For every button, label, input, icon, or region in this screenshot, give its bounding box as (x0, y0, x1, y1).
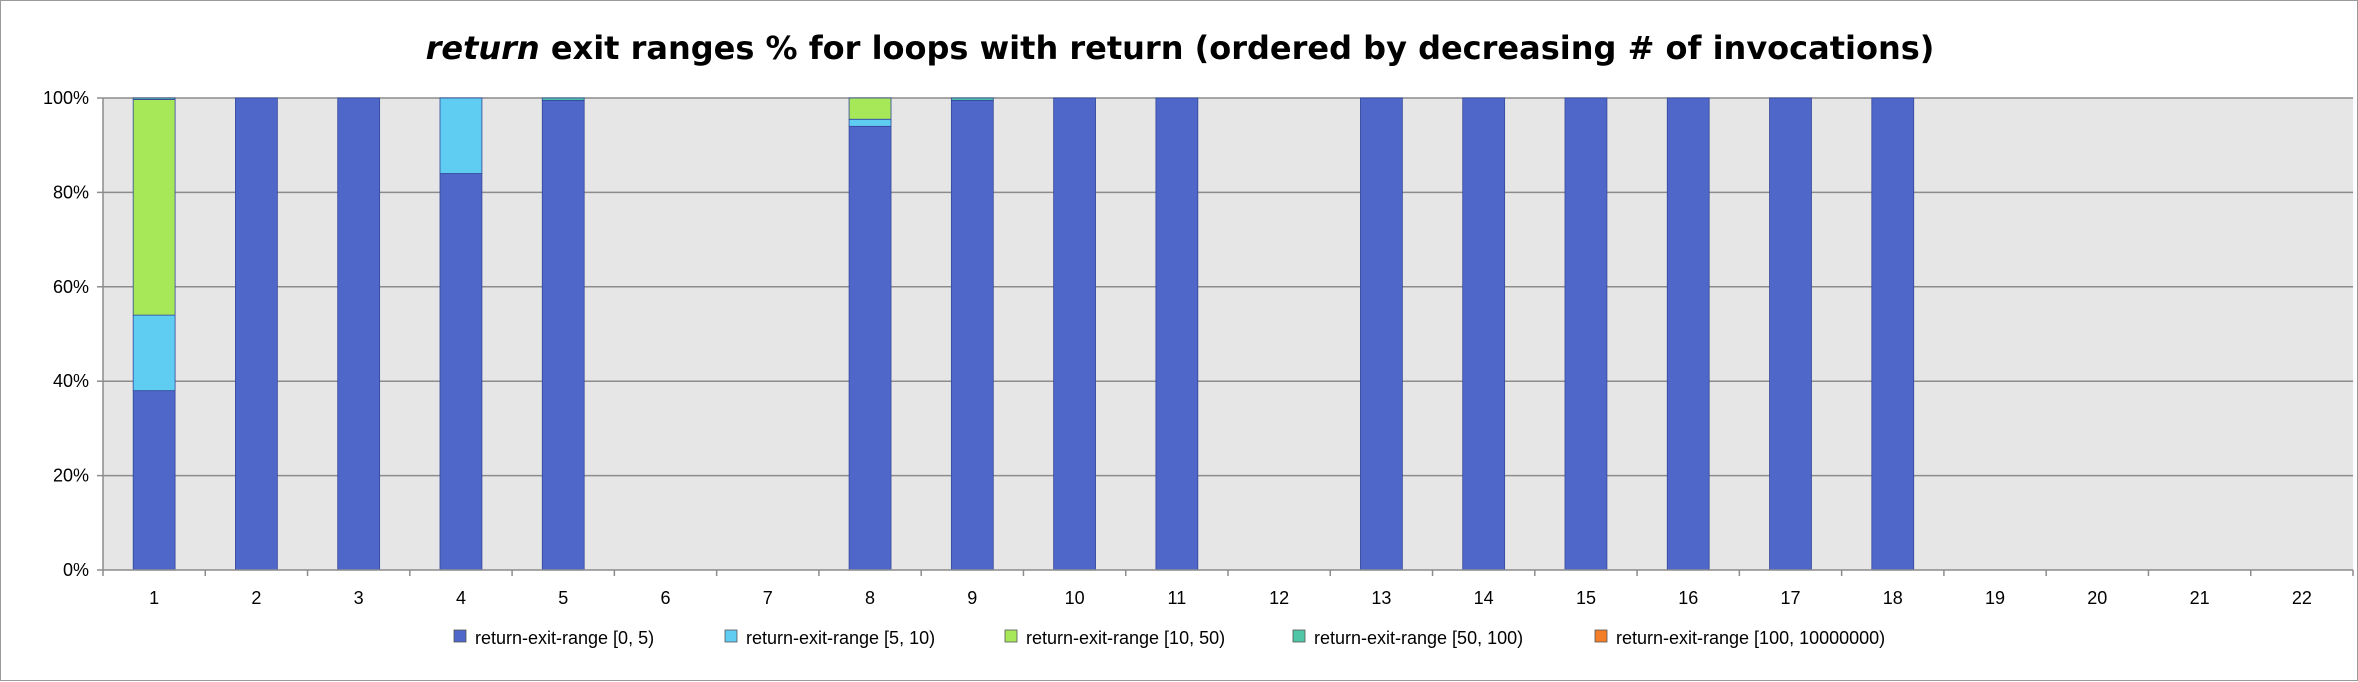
bar-segment-series-1-cat-9 (950, 99, 994, 571)
x-tick-label: 19 (1985, 588, 2005, 608)
x-tick-label: 16 (1678, 588, 1698, 608)
x-tick-label: 6 (660, 588, 670, 608)
bar-segment-series-1-cat-18 (1871, 97, 1915, 571)
bar-segment-series-1-cat-14 (1462, 97, 1506, 571)
x-tick-label: 4 (456, 588, 466, 608)
y-tick-label: 0% (63, 560, 89, 580)
legend-label: return-exit-range [50, 100) (1314, 628, 1523, 648)
axes (102, 98, 2354, 576)
bar-segment-series-3-cat-8 (848, 97, 892, 120)
x-tick-label: 2 (251, 588, 261, 608)
y-tick-labels: 0% 20% 40% 60% 80% 100% (43, 88, 103, 580)
x-tick-label: 22 (2292, 588, 2312, 608)
bar-segment-series-1-cat-10 (1053, 97, 1096, 571)
x-tick-label: 11 (1168, 588, 1187, 608)
bar-segment-series-4-cat-9 (950, 97, 994, 101)
y-tick-label: 20% (53, 466, 89, 486)
bar-segment-series-1-cat-13 (1360, 97, 1403, 571)
legend-label: return-exit-range [10, 50) (1026, 628, 1225, 648)
x-tick-label: 17 (1780, 588, 1800, 608)
x-tick-label: 5 (558, 588, 568, 608)
bar-segment-series-2-cat-4 (439, 97, 483, 174)
x-tick-label: 21 (2190, 588, 2210, 608)
legend-label: return-exit-range [5, 10) (746, 628, 935, 648)
bar-segment-series-1-cat-2 (235, 97, 278, 571)
legend: return-exit-range [0, 5) return-exit-rang… (453, 628, 1885, 648)
bars (132, 97, 1915, 571)
legend-label: return-exit-range [0, 5) (475, 628, 654, 648)
bar-segment-series-1-cat-3 (337, 97, 381, 571)
x-tick-label: 10 (1065, 588, 1085, 608)
legend-swatch (724, 629, 738, 643)
bar-segment-series-1-cat-17 (1769, 97, 1812, 571)
y-tick-label: 60% (53, 277, 89, 297)
bar-segment-series-2-cat-8 (848, 118, 892, 127)
y-tick-label: 80% (53, 182, 89, 202)
x-tick-label: 13 (1371, 588, 1391, 608)
x-tick-label: 8 (865, 588, 875, 608)
x-tick-label: 12 (1269, 588, 1289, 608)
x-tick-label: 15 (1576, 588, 1596, 608)
bar-segment-series-1-cat-5 (541, 99, 585, 571)
y-tick-label: 40% (53, 371, 89, 391)
y-tick-label: 100% (43, 88, 89, 108)
bar-segment-series-4-cat-5 (541, 97, 585, 101)
legend-swatch (1004, 629, 1018, 643)
bar-segment-series-4-cat-1 (132, 97, 176, 100)
x-tick-label: 3 (354, 588, 364, 608)
legend-label: return-exit-range [100, 10000000) (1616, 628, 1885, 648)
bar-segment-series-1-cat-11 (1155, 97, 1199, 571)
bar-segment-series-2-cat-1 (132, 314, 176, 392)
chart-title: return exit ranges % for loops with retu… (426, 29, 1935, 67)
bar-segment-series-1-cat-1 (132, 390, 176, 571)
legend-swatch (1594, 629, 1608, 643)
bar-segment-series-1-cat-15 (1564, 97, 1608, 571)
x-tick-label: 18 (1883, 588, 1903, 608)
chart-title-emphasis: return (426, 29, 540, 67)
legend-swatch (453, 629, 467, 643)
chart-title-rest: exit ranges % for loops with return (ord… (540, 29, 1935, 67)
x-tick-label: 7 (763, 588, 773, 608)
x-tick-label: 14 (1474, 588, 1494, 608)
bar-segment-series-1-cat-4 (439, 173, 483, 571)
bar-segment-series-3-cat-1 (132, 99, 176, 316)
legend-swatch (1292, 629, 1306, 643)
x-tick-label: 20 (2087, 588, 2107, 608)
x-tick-label: 1 (149, 588, 159, 608)
bar-segment-series-1-cat-8 (848, 125, 892, 571)
x-tick-labels: 1 2 3 4 5 6 7 8 9 10 11 12 13 14 15 16 17 18 19 20 21 22 (149, 588, 2312, 608)
x-tick-label: 9 (967, 588, 977, 608)
bar-segment-series-1-cat-16 (1666, 97, 1710, 571)
